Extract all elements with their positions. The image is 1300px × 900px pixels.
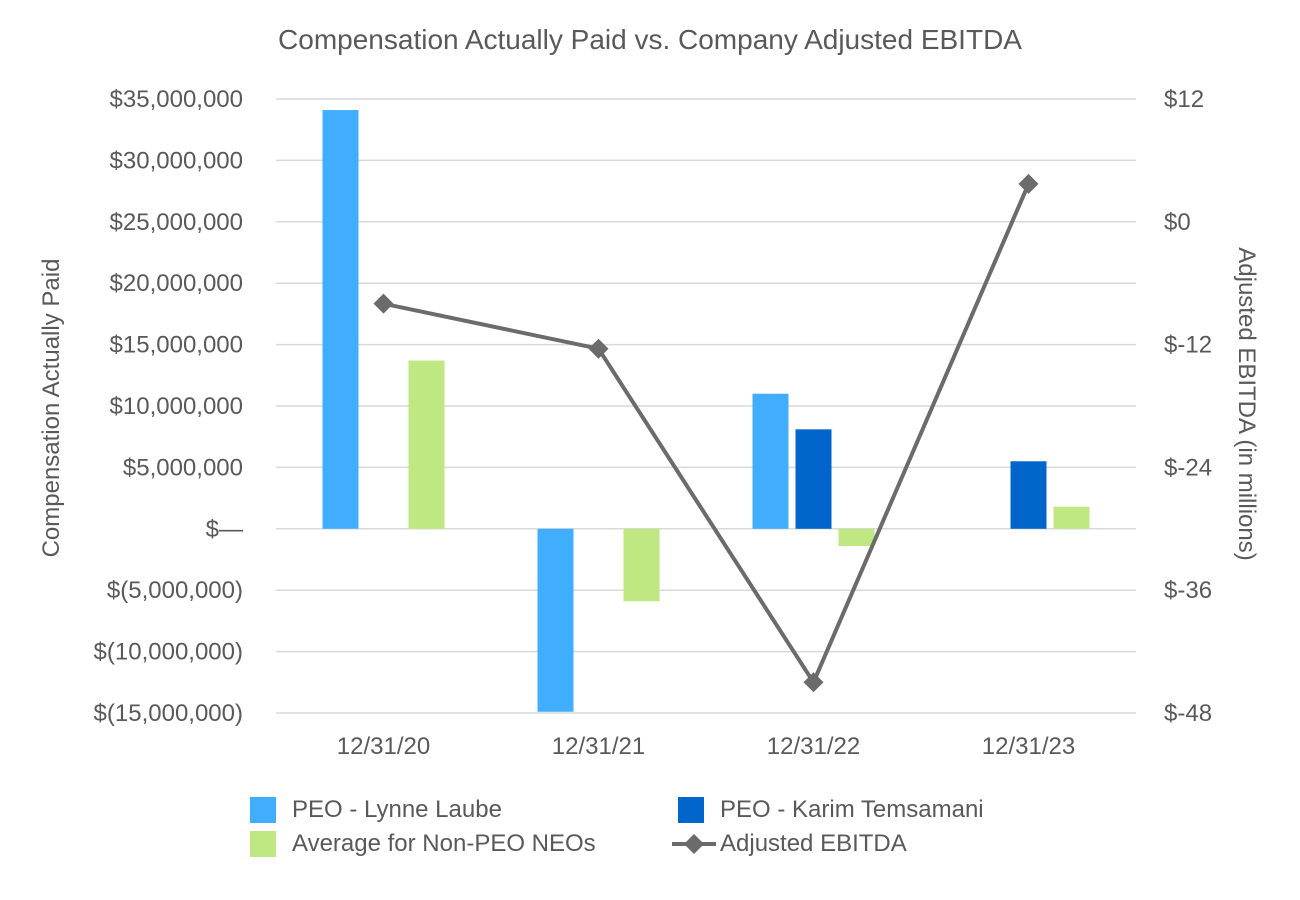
- x-tick-label: 12/31/23: [982, 733, 1075, 760]
- legend-item-adjusted-ebitda: Adjusted EBITDA: [672, 830, 907, 858]
- legend-label-karim-temsamani: PEO - Karim Temsamani: [720, 796, 984, 823]
- x-tick-label: 12/31/20: [337, 733, 430, 760]
- y-tick-label-left: $35,000,000: [110, 86, 243, 113]
- y-tick-label-right: $0: [1164, 209, 1191, 236]
- bar-lynne-laube-1: [537, 528, 574, 712]
- marker-adjusted-ebitda-3: [1018, 173, 1039, 194]
- y-tick-label-left: $5,000,000: [123, 454, 243, 481]
- legend-label-lynne-laube: PEO - Lynne Laube: [292, 796, 502, 823]
- y-tick-label-left: $(15,000,000): [94, 700, 243, 727]
- marker-adjusted-ebitda-0: [373, 293, 394, 314]
- legend-label-non-peo: Average for Non-PEO NEOs: [292, 830, 596, 857]
- y-tick-label-left: $—: [206, 516, 243, 543]
- y-tick-label-left: $30,000,000: [110, 147, 243, 174]
- legend-swatch-non-peo: [250, 831, 276, 857]
- y-tick-label-right: $-36: [1164, 577, 1212, 604]
- y-tick-label-left: $(5,000,000): [107, 577, 243, 604]
- legend-swatch-lynne-laube: [250, 797, 276, 823]
- y-tick-label-left: $25,000,000: [110, 209, 243, 236]
- bar-karim-temsamani-3: [1010, 461, 1047, 529]
- bar-non-peo-1: [623, 528, 660, 602]
- legend-swatch-karim-temsamani: [678, 797, 704, 823]
- bar-karim-temsamani-2: [795, 429, 832, 529]
- line-adjusted-ebitda: [383, 183, 1031, 685]
- y-tick-label-right: $-48: [1164, 700, 1212, 727]
- bar-lynne-laube-2: [752, 393, 789, 529]
- y-tick-label-right: $12: [1164, 86, 1204, 113]
- x-tick-label: 12/31/21: [552, 733, 645, 760]
- bar-non-peo-0: [408, 360, 445, 529]
- chart-title: Compensation Actually Paid vs. Company A…: [278, 24, 1022, 55]
- y-tick-label-left: $10,000,000: [110, 393, 243, 420]
- marker-adjusted-ebitda-1: [588, 338, 609, 359]
- legend-swatch-adjusted-ebitda: [672, 834, 716, 854]
- bar-non-peo-2: [838, 528, 875, 546]
- bar-non-peo-3: [1053, 506, 1090, 529]
- legend: PEO - Lynne Laube PEO - Karim Temsamani …: [250, 796, 1050, 876]
- x-tick-label: 12/31/22: [767, 733, 860, 760]
- bar-lynne-laube-0: [322, 110, 359, 529]
- y-tick-label-right: $-12: [1164, 332, 1212, 359]
- legend-label-adjusted-ebitda: Adjusted EBITDA: [720, 830, 907, 857]
- legend-item-lynne-laube: PEO - Lynne Laube: [250, 796, 502, 824]
- y-tick-label-right: $-24: [1164, 454, 1212, 481]
- legend-item-non-peo: Average for Non-PEO NEOs: [250, 830, 596, 858]
- y-tick-label-left: $15,000,000: [110, 332, 243, 359]
- y-tick-label-left: $20,000,000: [110, 270, 243, 297]
- marker-adjusted-ebitda-2: [803, 672, 824, 693]
- legend-item-karim-temsamani: PEO - Karim Temsamani: [678, 796, 984, 824]
- y-tick-label-left: $(10,000,000): [94, 639, 243, 666]
